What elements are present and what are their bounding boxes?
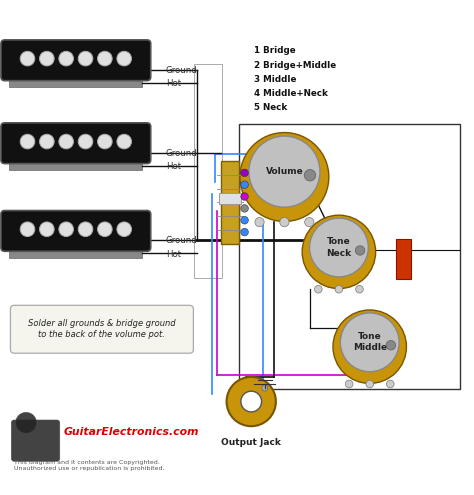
Circle shape [78, 222, 93, 237]
Text: 3 Middle: 3 Middle [254, 75, 296, 84]
Circle shape [241, 181, 248, 189]
Circle shape [117, 222, 131, 237]
Circle shape [241, 193, 248, 200]
Circle shape [117, 51, 131, 66]
Circle shape [59, 222, 73, 237]
Text: Ground: Ground [166, 237, 198, 246]
Circle shape [241, 391, 262, 412]
FancyBboxPatch shape [9, 160, 142, 170]
Circle shape [280, 217, 289, 227]
Circle shape [304, 169, 316, 181]
Text: Ground: Ground [166, 148, 198, 158]
Circle shape [20, 222, 35, 237]
Circle shape [335, 286, 343, 293]
Circle shape [98, 134, 112, 149]
Text: GuitarElectronics.com: GuitarElectronics.com [64, 427, 200, 438]
Bar [194, 63, 222, 278]
Circle shape [59, 134, 73, 149]
Circle shape [241, 204, 248, 212]
Circle shape [240, 133, 329, 221]
Circle shape [20, 51, 35, 66]
Text: Hot: Hot [166, 79, 181, 88]
FancyBboxPatch shape [1, 123, 151, 164]
Circle shape [20, 134, 35, 149]
Circle shape [386, 380, 394, 388]
Circle shape [310, 218, 368, 277]
Circle shape [98, 222, 112, 237]
Circle shape [39, 134, 54, 149]
Text: Output Jack: Output Jack [221, 438, 281, 447]
Circle shape [315, 286, 322, 293]
Circle shape [255, 217, 264, 227]
Bar [219, 193, 241, 204]
FancyBboxPatch shape [9, 248, 142, 258]
Bar [396, 239, 411, 280]
Circle shape [241, 169, 248, 177]
Circle shape [241, 216, 248, 224]
Text: 2 Bridge+Middle: 2 Bridge+Middle [254, 60, 336, 69]
Circle shape [98, 51, 112, 66]
Circle shape [227, 377, 276, 426]
Bar [221, 161, 239, 244]
Circle shape [78, 134, 93, 149]
Text: Hot: Hot [166, 249, 181, 258]
Text: Tone
Middle: Tone Middle [353, 332, 387, 352]
Bar [239, 124, 460, 390]
FancyBboxPatch shape [1, 210, 151, 251]
Text: 1 Bridge: 1 Bridge [254, 47, 295, 55]
Text: 4 Middle+Neck: 4 Middle+Neck [254, 89, 328, 98]
Circle shape [386, 341, 396, 350]
Circle shape [356, 286, 363, 293]
Circle shape [305, 217, 314, 227]
Circle shape [39, 51, 54, 66]
Circle shape [356, 246, 365, 255]
FancyBboxPatch shape [11, 420, 60, 461]
Circle shape [302, 215, 375, 289]
Circle shape [117, 134, 131, 149]
FancyBboxPatch shape [10, 305, 193, 353]
Circle shape [249, 136, 320, 207]
Circle shape [16, 412, 36, 433]
Circle shape [241, 228, 248, 236]
Circle shape [333, 310, 407, 384]
Circle shape [78, 51, 93, 66]
Circle shape [366, 380, 374, 388]
Circle shape [39, 222, 54, 237]
Circle shape [262, 385, 268, 391]
FancyBboxPatch shape [9, 77, 142, 87]
Circle shape [340, 313, 399, 372]
Text: Hot: Hot [166, 162, 181, 171]
Circle shape [346, 380, 353, 388]
FancyBboxPatch shape [1, 40, 151, 81]
Text: 5 Neck: 5 Neck [254, 103, 287, 112]
Text: Ground: Ground [166, 66, 198, 75]
Circle shape [59, 51, 73, 66]
Text: Solder all grounds & bridge ground
to the back of the volume pot.: Solder all grounds & bridge ground to th… [28, 319, 176, 339]
Text: Volume: Volume [265, 167, 303, 176]
Text: This diagram and it contents are Copyrighted.
Unauthorized use or republication : This diagram and it contents are Copyrig… [14, 460, 165, 471]
Text: Tone
Neck: Tone Neck [326, 238, 352, 257]
